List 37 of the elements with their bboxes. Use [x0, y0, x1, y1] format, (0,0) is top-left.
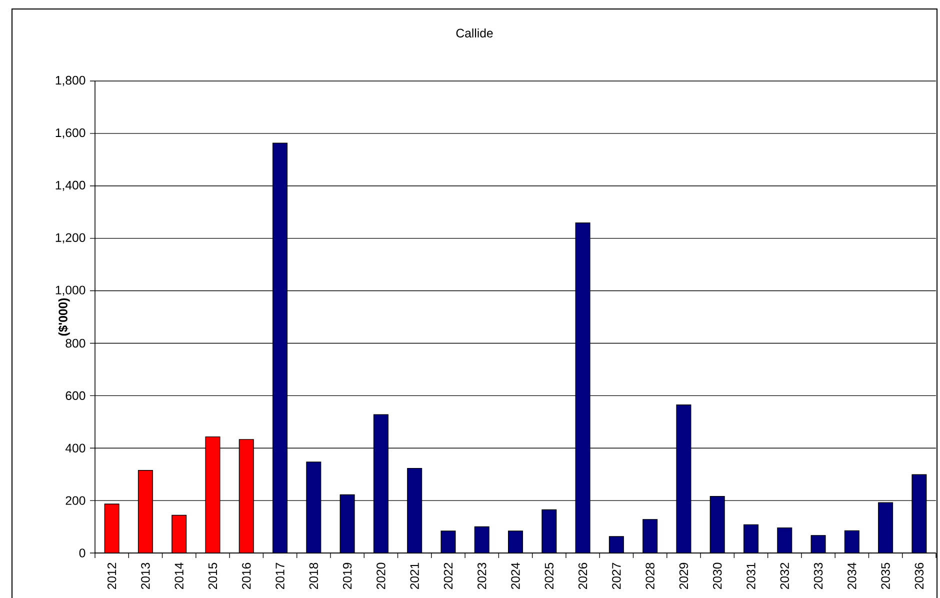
x-tick-label: 2030	[712, 562, 722, 590]
x-tick-label: 2028	[646, 562, 654, 590]
x-tick-label: 2014	[174, 562, 184, 590]
x-tick-label: 2027	[612, 562, 621, 590]
x-tick-label: 2018	[309, 562, 318, 590]
x-tick-label: 2022	[444, 562, 453, 590]
y-tick-label: 200	[66, 496, 86, 505]
x-tick-label: 2012	[107, 562, 116, 590]
x-tick-label: 2024	[511, 562, 520, 590]
chart-title: Callide	[456, 28, 493, 38]
x-tick-label: 2023	[478, 562, 486, 590]
y-axis-title: ($'000)	[58, 298, 70, 336]
x-tick-label: 2035	[881, 562, 890, 590]
y-tick-label: 1,400	[56, 180, 86, 191]
x-tick-label: 2026	[578, 562, 588, 590]
y-tick-label: 600	[66, 391, 86, 400]
x-tick-label: 2036	[914, 562, 924, 590]
x-tick-label: 2034	[848, 562, 856, 590]
x-tick-label: 2029	[679, 562, 688, 590]
x-tick-label: 2019	[342, 562, 352, 590]
x-tick-label: 2015	[208, 562, 218, 590]
y-tick-label: 1,200	[56, 233, 86, 244]
x-tick-label: 2020	[376, 562, 386, 590]
x-tick-label: 2017	[276, 562, 284, 590]
x-tick-label: 2031	[746, 562, 756, 590]
y-tick-label: 0	[79, 548, 86, 558]
x-tick-label: 2021	[410, 562, 419, 590]
x-tick-label: 2032	[780, 562, 789, 590]
x-tick-label: 2016	[242, 562, 251, 590]
y-tick-label: 400	[65, 444, 86, 452]
y-tick-label: 1,600	[56, 128, 86, 139]
y-tick-label: 1,800	[56, 76, 86, 86]
x-tick-label: 2013	[141, 562, 150, 590]
x-tick-label: 2033	[814, 562, 823, 590]
x-tick-label: 2025	[544, 562, 554, 590]
y-tick-label: 800	[66, 338, 86, 348]
y-tick-label: 1,000	[56, 286, 86, 296]
